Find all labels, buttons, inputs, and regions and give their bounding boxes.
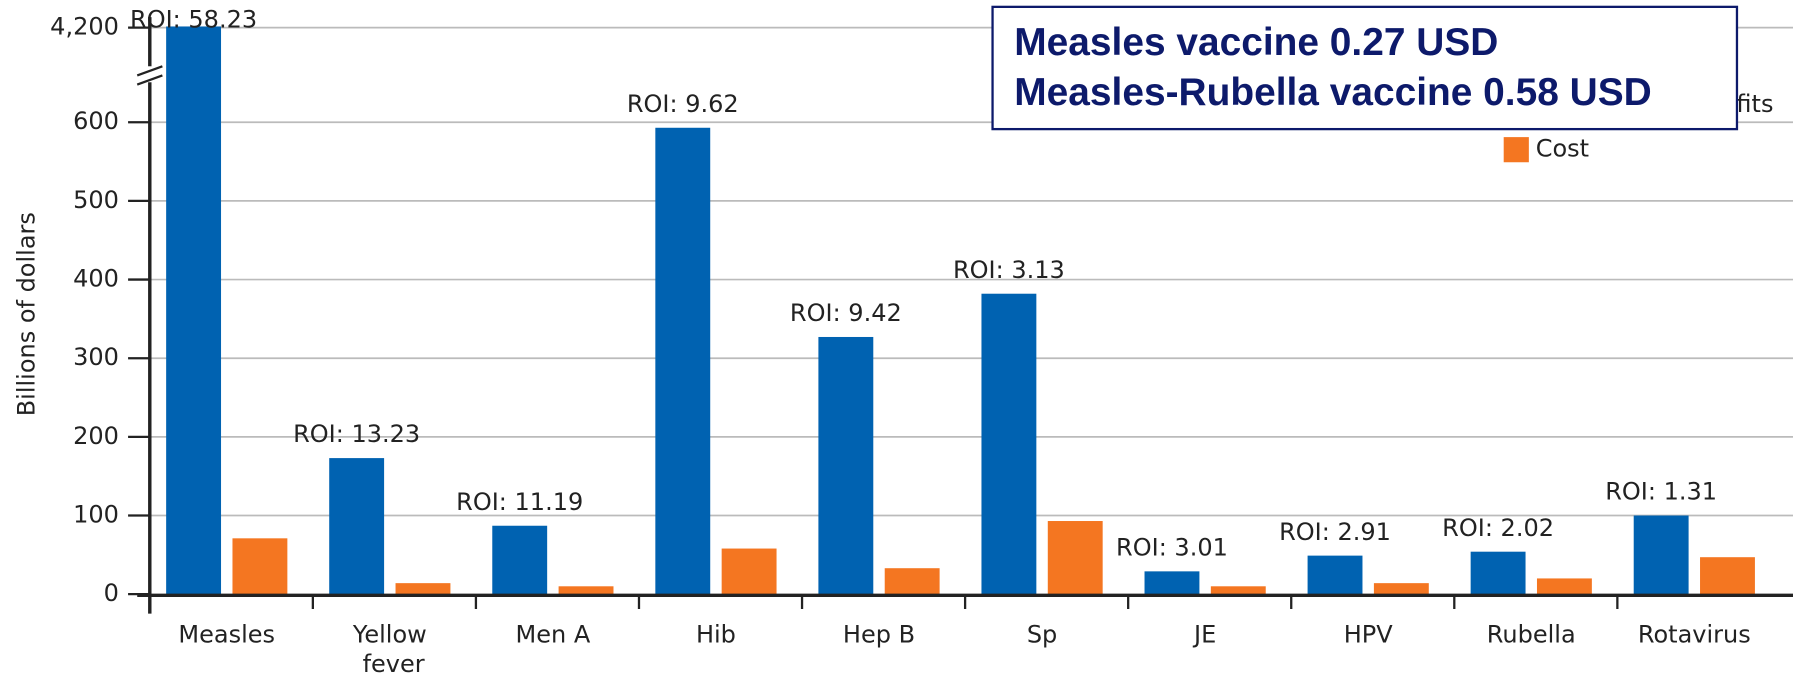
note-text: Measles vaccine 0.27 USD	[1014, 21, 1498, 64]
legend-label: Cost	[1536, 135, 1589, 163]
y-tick-label: 0	[104, 579, 119, 607]
bar	[1633, 515, 1689, 595]
roi-label: ROI: 3.01	[1116, 534, 1228, 562]
x-tick-label: Measles	[178, 620, 275, 648]
bar	[1536, 578, 1592, 595]
roi-label: ROI: 9.62	[627, 90, 739, 118]
y-tick-label: 4,200	[50, 13, 119, 41]
x-tick-label: HPV	[1344, 620, 1394, 648]
note-box	[991, 5, 1739, 131]
bar	[981, 293, 1037, 595]
bar	[395, 583, 451, 595]
bar	[329, 458, 385, 595]
x-tick-label: Men A	[515, 620, 590, 648]
y-tick-label: 600	[73, 107, 119, 135]
bar	[558, 586, 614, 595]
y-tick-label: 500	[73, 186, 119, 214]
legend-swatch	[1503, 137, 1529, 163]
x-tick-label: Rubella	[1487, 620, 1576, 648]
note-text: Measles-Rubella vaccine 0.58 USD	[1014, 71, 1651, 114]
axis-break	[136, 74, 163, 86]
x-tick-label: Yellow fever	[352, 620, 427, 678]
bar	[1144, 571, 1200, 595]
y-tick-label: 400	[73, 265, 119, 293]
x-tick-label: JE	[1192, 620, 1216, 648]
x-tick-label: Hep B	[843, 620, 915, 648]
roi-label: ROI: 11.19	[456, 488, 583, 516]
bar	[655, 127, 711, 595]
bar	[492, 525, 548, 595]
roi-label: ROI: 3.13	[953, 256, 1065, 284]
bar	[1307, 555, 1363, 595]
bar	[1210, 586, 1266, 595]
bar	[1470, 551, 1526, 595]
bar	[232, 538, 288, 595]
y-tick-label: 200	[73, 422, 119, 450]
roi-label: ROI: 2.02	[1442, 514, 1554, 542]
bar	[884, 568, 940, 595]
roi-label: ROI: 1.31	[1605, 478, 1717, 506]
bar	[166, 26, 222, 595]
axis-break	[136, 65, 163, 77]
bar	[818, 336, 874, 595]
roi-label: ROI: 9.42	[790, 299, 902, 327]
y-tick-label: 300	[73, 343, 119, 371]
roi-label: ROI: 13.23	[293, 420, 420, 448]
bar	[1700, 557, 1755, 595]
x-tick-label: Hib	[696, 620, 736, 648]
bar	[1373, 583, 1429, 595]
roi-label: ROI: 2.91	[1279, 518, 1391, 546]
y-tick-label: 100	[73, 501, 119, 529]
x-tick-label: Sp	[1027, 620, 1057, 648]
roi-label: ROI: 58.23	[130, 6, 257, 34]
bar	[1047, 521, 1103, 595]
y-axis-label: Billions of dollars	[12, 212, 40, 416]
x-tick-label: Rotavirus	[1638, 620, 1751, 648]
bar	[721, 548, 777, 595]
